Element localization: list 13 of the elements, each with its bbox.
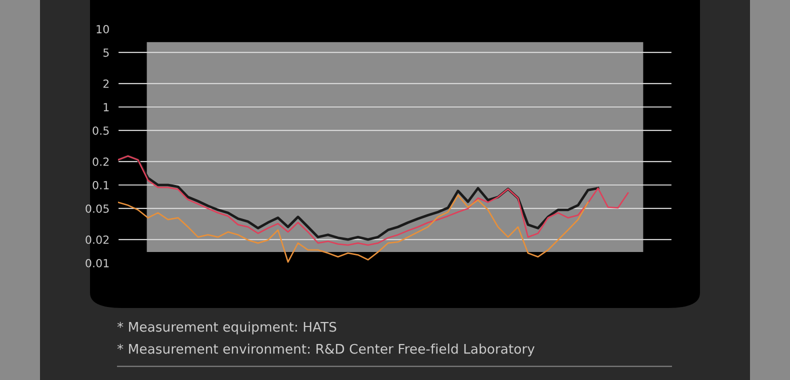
y-tick-label: 0.01	[86, 258, 109, 268]
y-tick-label: 0.5	[92, 126, 109, 135]
y-tick-label: 0.2	[92, 157, 109, 166]
y-tick-label: 10	[96, 24, 109, 34]
line-series	[118, 194, 589, 263]
y-tick-label: 1	[104, 103, 109, 112]
y-tick-label: 0.1	[92, 180, 109, 190]
y-tick-label: 0.05	[86, 204, 109, 213]
text: * Measurement equipment: HATS	[117, 322, 336, 334]
y-tick-label: 0.02	[86, 235, 109, 244]
text: * Measurement environment: R&D Center Free-field Laboratory	[117, 344, 535, 356]
y-tick-label: 2	[103, 79, 109, 88]
y-tick-label: 5	[103, 48, 109, 57]
